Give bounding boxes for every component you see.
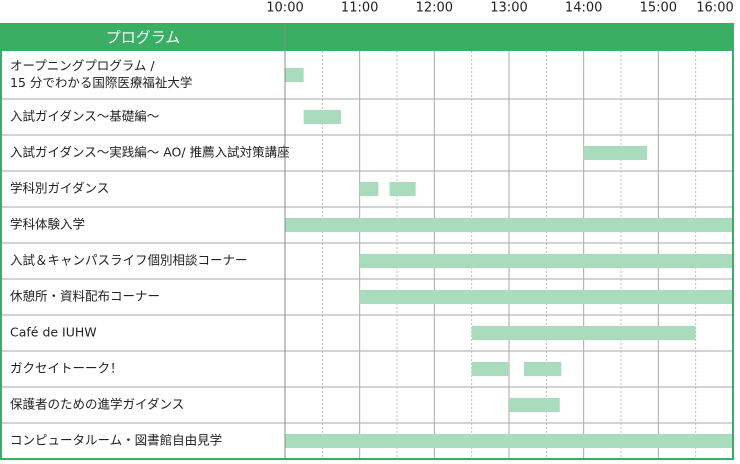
- bar: [583, 146, 648, 160]
- x-tick-label: 12:00: [416, 1, 453, 16]
- row-label: 学科別ガイダンス: [10, 181, 109, 196]
- bar: [285, 68, 304, 82]
- bar: [523, 362, 562, 376]
- bar: [359, 290, 733, 304]
- x-tick-label: 16:00: [696, 1, 733, 16]
- bar: [303, 110, 341, 124]
- row-label: 入試ガイダンス〜実践編〜 AO/ 推薦入試対策講座: [10, 145, 290, 160]
- row-label: 休憩所・資料配布コーナー: [10, 289, 160, 304]
- row-label: コンピュータルーム・図書館自由見学: [10, 433, 222, 448]
- x-tick-label: 10:00: [266, 1, 303, 16]
- x-tick-label: 11:00: [341, 1, 378, 16]
- bar: [359, 182, 379, 196]
- bar: [471, 326, 696, 340]
- header-label: プログラム: [106, 29, 181, 47]
- bar: [471, 362, 509, 376]
- row-label: 入試ガイダンス〜基礎編〜: [10, 109, 159, 124]
- x-tick-label: 14:00: [565, 1, 602, 16]
- row-label: オープニングプログラム /: [10, 58, 155, 73]
- bar: [389, 182, 416, 196]
- row-label: Café de IUHW: [10, 325, 97, 340]
- row-label: 保護者のための進学ガイダンス: [10, 397, 184, 412]
- row-label: 学科体験入学: [10, 217, 85, 232]
- x-tick-label: 13:00: [490, 1, 527, 16]
- row-label: ガクセイトーーク！: [10, 361, 123, 376]
- row-label: 入試＆キャンパスライフ個別相談コーナー: [10, 253, 248, 268]
- header-bar: [1, 24, 733, 51]
- bar: [359, 254, 733, 268]
- frame: [0, 23, 734, 460]
- bar: [285, 434, 733, 448]
- bar: [285, 218, 733, 232]
- row-label: 15 分でわかる国際医療福祉大学: [10, 75, 192, 90]
- bar: [509, 398, 560, 412]
- x-tick-label: 15:00: [640, 1, 677, 16]
